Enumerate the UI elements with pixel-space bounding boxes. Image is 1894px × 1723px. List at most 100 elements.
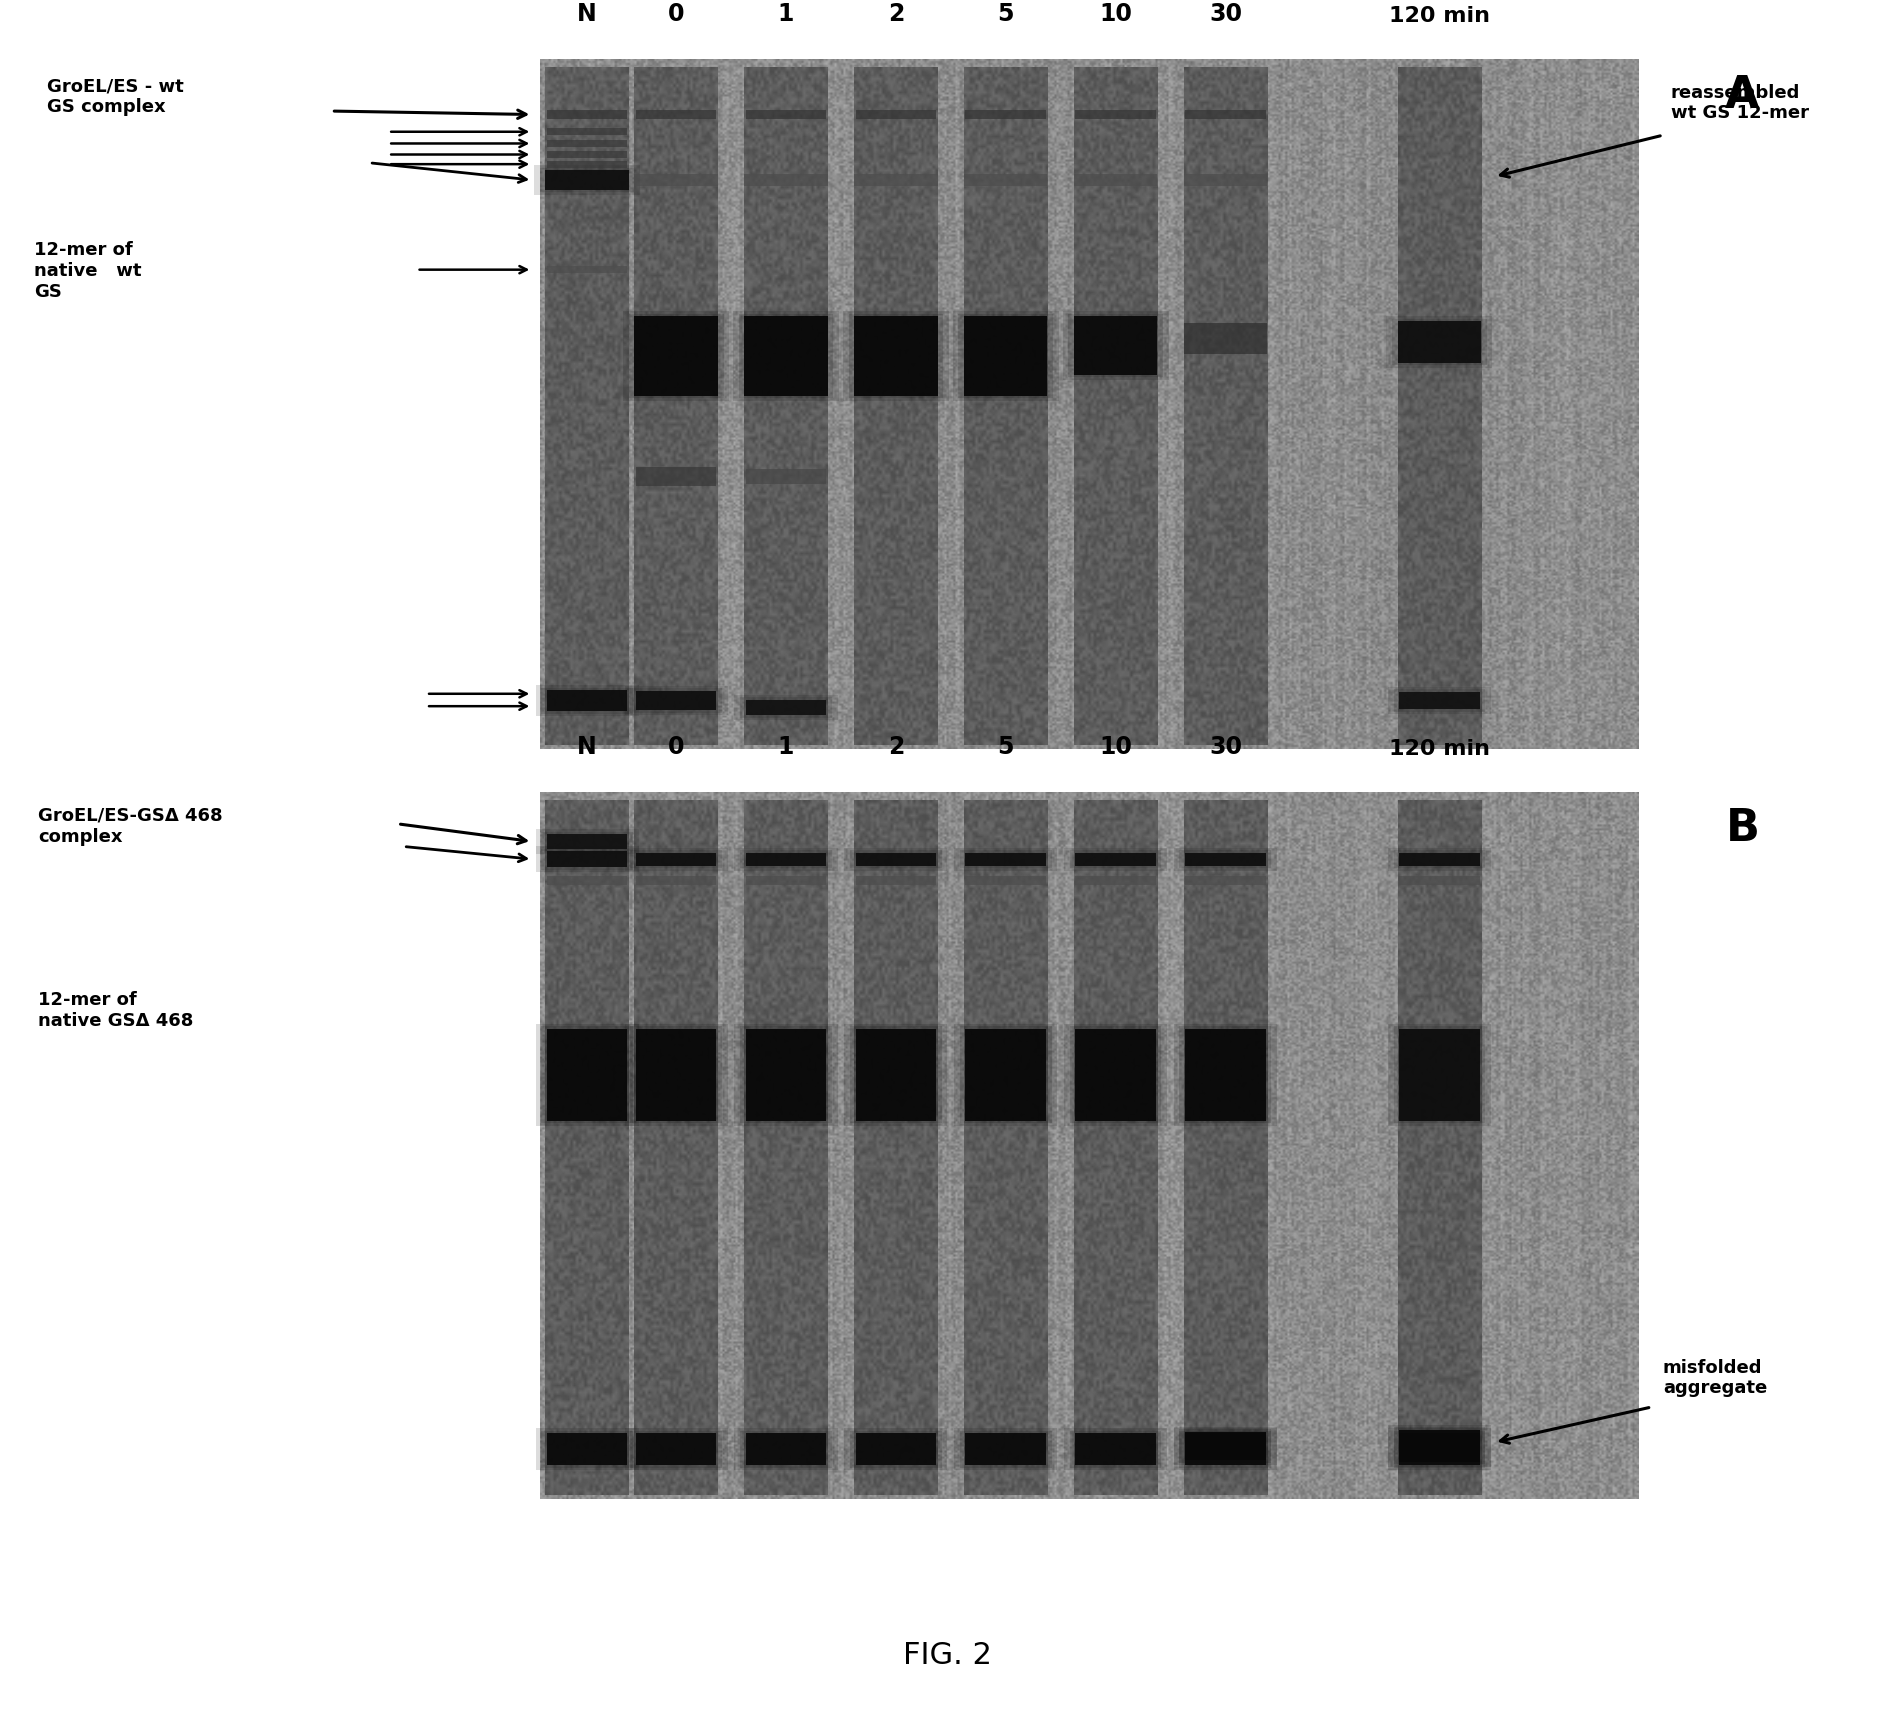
Bar bbox=[739, 314, 833, 400]
Bar bbox=[955, 848, 1057, 872]
Bar bbox=[746, 877, 826, 886]
Bar bbox=[1394, 1432, 1485, 1468]
Bar bbox=[733, 312, 839, 401]
Bar bbox=[547, 836, 627, 849]
Bar bbox=[540, 169, 634, 193]
Text: 30: 30 bbox=[1208, 734, 1242, 758]
Text: 2: 2 bbox=[888, 2, 903, 26]
Bar bbox=[547, 1029, 627, 1122]
Bar bbox=[1388, 1425, 1491, 1466]
Bar bbox=[960, 1027, 1051, 1123]
Bar bbox=[1076, 110, 1155, 121]
Bar bbox=[547, 1434, 627, 1466]
Text: 120 min: 120 min bbox=[1388, 5, 1491, 26]
Bar bbox=[629, 314, 724, 400]
Bar bbox=[542, 832, 633, 851]
Bar bbox=[845, 848, 947, 872]
Bar bbox=[856, 110, 936, 121]
Bar bbox=[1180, 1432, 1271, 1468]
Bar bbox=[1388, 687, 1491, 715]
Text: misfolded
aggregate: misfolded aggregate bbox=[1663, 1358, 1767, 1397]
Bar bbox=[854, 317, 938, 396]
Bar bbox=[960, 851, 1051, 868]
Bar bbox=[843, 312, 949, 401]
Bar bbox=[1400, 693, 1479, 710]
Bar bbox=[631, 689, 722, 713]
Text: 5: 5 bbox=[998, 734, 1013, 758]
Bar bbox=[850, 851, 941, 868]
Text: 120 min: 120 min bbox=[1388, 737, 1491, 758]
Bar bbox=[966, 110, 1045, 121]
Bar bbox=[1184, 174, 1267, 188]
Bar bbox=[1186, 110, 1265, 121]
Bar bbox=[631, 1027, 722, 1123]
Bar bbox=[547, 129, 627, 136]
Bar bbox=[1064, 848, 1167, 872]
Bar bbox=[625, 686, 727, 717]
Bar bbox=[1394, 1027, 1485, 1123]
Bar bbox=[746, 1434, 826, 1466]
Bar bbox=[1400, 853, 1479, 867]
Bar bbox=[856, 877, 936, 886]
Bar bbox=[634, 174, 718, 188]
Bar bbox=[1174, 1023, 1277, 1127]
Bar bbox=[1184, 324, 1267, 355]
Text: 12-mer of
native GSΔ 468: 12-mer of native GSΔ 468 bbox=[38, 991, 193, 1030]
Bar bbox=[1063, 312, 1169, 381]
Bar bbox=[856, 1029, 936, 1122]
Bar bbox=[625, 1023, 727, 1127]
Bar bbox=[1186, 853, 1265, 867]
Bar bbox=[542, 1432, 633, 1468]
Text: 12-mer of
native   wt
GS: 12-mer of native wt GS bbox=[34, 241, 142, 302]
Text: FIG. 2: FIG. 2 bbox=[903, 1640, 991, 1668]
Bar bbox=[636, 853, 716, 867]
Bar bbox=[631, 851, 722, 868]
Bar bbox=[1400, 1029, 1479, 1122]
Bar bbox=[1070, 1432, 1161, 1468]
Bar bbox=[545, 171, 629, 191]
Bar bbox=[966, 1029, 1045, 1122]
Bar bbox=[1070, 1027, 1161, 1123]
Bar bbox=[1398, 322, 1481, 364]
Bar bbox=[1386, 317, 1492, 369]
Bar bbox=[850, 1027, 941, 1123]
Bar bbox=[955, 1023, 1057, 1127]
Bar bbox=[744, 317, 828, 396]
Text: 30: 30 bbox=[1208, 2, 1242, 26]
Bar bbox=[542, 849, 633, 870]
Bar bbox=[1068, 314, 1163, 377]
Bar bbox=[536, 1023, 638, 1127]
Bar bbox=[1392, 320, 1487, 365]
Bar bbox=[1076, 877, 1155, 886]
Bar bbox=[958, 314, 1053, 400]
Text: A: A bbox=[1725, 74, 1760, 117]
Bar bbox=[542, 687, 633, 713]
Bar bbox=[547, 110, 627, 121]
Text: GroEL/ES-GSΔ 468
complex: GroEL/ES-GSΔ 468 complex bbox=[38, 806, 222, 846]
Bar bbox=[1180, 1027, 1271, 1123]
Bar bbox=[741, 851, 831, 868]
Bar bbox=[741, 698, 831, 718]
Text: B: B bbox=[1725, 806, 1760, 849]
Bar bbox=[746, 1029, 826, 1122]
Bar bbox=[964, 174, 1047, 188]
Bar bbox=[547, 152, 627, 159]
Bar bbox=[746, 853, 826, 867]
Bar bbox=[1388, 848, 1491, 872]
Bar bbox=[1388, 1023, 1491, 1127]
Bar bbox=[746, 470, 826, 484]
Bar bbox=[856, 853, 936, 867]
Bar bbox=[547, 162, 627, 169]
Bar bbox=[1186, 1434, 1265, 1466]
Bar bbox=[735, 1428, 837, 1471]
Bar bbox=[1174, 1427, 1277, 1465]
Bar bbox=[854, 174, 938, 188]
Text: 0: 0 bbox=[669, 2, 684, 26]
Text: 10: 10 bbox=[1099, 734, 1133, 758]
Bar bbox=[1180, 1430, 1271, 1463]
Bar bbox=[636, 1029, 716, 1122]
Bar bbox=[536, 846, 638, 872]
Bar bbox=[1186, 1029, 1265, 1122]
Bar bbox=[547, 877, 627, 886]
Bar bbox=[1400, 877, 1479, 886]
